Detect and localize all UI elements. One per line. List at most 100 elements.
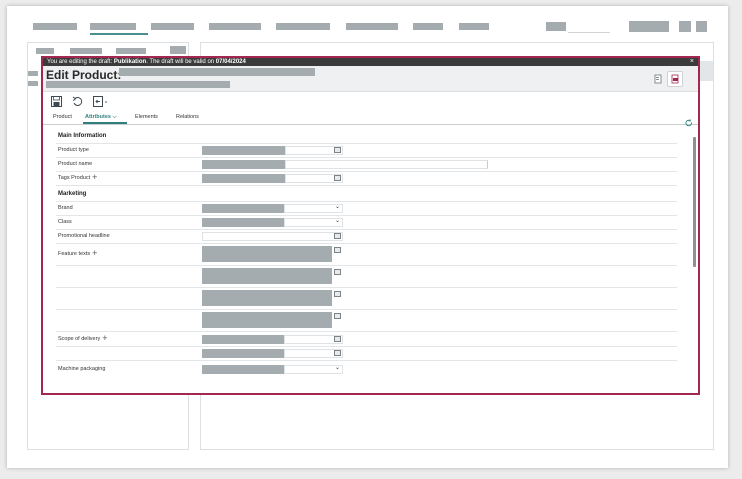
edit-icon[interactable] — [334, 269, 341, 275]
edit-icon[interactable] — [334, 291, 341, 297]
left-tab[interactable] — [116, 48, 146, 54]
tab-attributes-label: Attributes — [85, 114, 111, 120]
draft-banner-middle: . The draft will be valid on — [146, 59, 215, 65]
nav-active-underline — [90, 33, 148, 35]
nav-item[interactable] — [209, 23, 261, 30]
nav-item[interactable] — [33, 23, 77, 30]
machine-packaging-select-rest[interactable] — [284, 365, 343, 374]
scope-of-delivery-field-2[interactable] — [202, 349, 284, 358]
row-divider — [56, 243, 677, 244]
pdf-icon[interactable] — [667, 71, 683, 87]
class-select-rest[interactable] — [284, 218, 343, 227]
undo-icon[interactable] — [71, 95, 84, 108]
chevron-down-icon[interactable]: ⌄ — [335, 365, 341, 371]
scope-of-delivery-field-1-rest[interactable] — [284, 335, 343, 344]
draft-banner-prefix: You are editing the draft: — [47, 59, 113, 65]
nav-icon-button[interactable] — [696, 21, 707, 32]
left-tab[interactable] — [70, 48, 102, 54]
row-divider — [56, 171, 677, 172]
scope-of-delivery-field-1[interactable] — [202, 335, 284, 344]
brand-select-rest[interactable] — [284, 204, 343, 213]
product-subtitle — [46, 81, 230, 88]
tags-product-field[interactable] — [202, 174, 285, 183]
scope-of-delivery-text: Scope of delivery — [58, 336, 101, 342]
label-tags-product: Tags Product + — [58, 172, 98, 183]
edit-icon[interactable] — [334, 175, 341, 181]
feature-text-field-4[interactable] — [202, 312, 332, 328]
label-brand: Brand — [58, 205, 73, 211]
chevron-down-icon[interactable]: ⌄ — [335, 218, 341, 224]
row-divider — [56, 265, 677, 266]
feature-text-field-1[interactable] — [202, 246, 332, 262]
scrollbar[interactable] — [693, 137, 696, 267]
edit-icon[interactable] — [334, 313, 341, 319]
nav-search-field[interactable] — [568, 32, 610, 33]
tab-relations[interactable]: Relations — [176, 114, 199, 120]
label-product-type: Product type — [58, 147, 89, 153]
add-icon[interactable]: + — [102, 333, 108, 344]
edit-icon[interactable] — [334, 350, 341, 356]
row-divider — [56, 157, 677, 158]
nav-item[interactable] — [276, 23, 330, 30]
draft-banner: You are editing the draft: Publikation. … — [43, 58, 698, 66]
add-icon[interactable]: + — [92, 172, 98, 183]
edit-icon[interactable] — [334, 233, 341, 239]
product-name-field[interactable] — [202, 160, 285, 169]
nav-item[interactable] — [459, 23, 489, 30]
draft-name: Publikation — [113, 59, 147, 65]
document-icon[interactable] — [650, 71, 666, 87]
product-type-field-rest[interactable] — [285, 146, 343, 155]
label-scope-of-delivery: Scope of delivery + — [58, 333, 108, 344]
save-icon[interactable] — [50, 95, 63, 108]
row-divider — [56, 215, 677, 216]
left-tab-button[interactable] — [170, 46, 186, 54]
class-select[interactable] — [202, 218, 284, 227]
dialog-toolbar — [43, 92, 698, 112]
left-tab[interactable] — [36, 48, 54, 54]
tab-attributes[interactable]: Attributes ⌵ — [85, 114, 117, 121]
chevron-down-icon: ⌵ — [112, 114, 117, 120]
promotional-headline-field[interactable] — [202, 232, 343, 241]
refresh-icon[interactable] — [685, 114, 693, 132]
nav-item[interactable] — [413, 23, 443, 30]
close-icon[interactable]: × — [689, 58, 694, 65]
app-frame: You are editing the draft: Publikation. … — [7, 6, 728, 468]
product-name-title — [119, 68, 315, 76]
label-class: Class — [58, 219, 72, 225]
machine-packaging-select[interactable] — [202, 365, 284, 374]
top-navigation — [7, 6, 728, 42]
tags-product-field-rest[interactable] — [285, 174, 343, 183]
label-promotional-headline: Promotional headline — [58, 233, 110, 239]
edit-icon[interactable] — [334, 147, 341, 153]
tab-product[interactable]: Product — [53, 114, 72, 120]
feature-texts-text: Feature texts — [58, 251, 91, 257]
product-name-field-rest[interactable] — [285, 160, 488, 169]
draft-valid-date: 07/04/2024 — [215, 59, 246, 65]
feature-text-field-3[interactable] — [202, 290, 332, 306]
edit-icon[interactable] — [334, 336, 341, 342]
nav-item-active[interactable] — [90, 23, 136, 30]
export-icon[interactable] — [92, 95, 110, 108]
chevron-down-icon[interactable]: ⌄ — [335, 204, 341, 210]
nav-user-button[interactable] — [629, 21, 669, 32]
left-row — [28, 81, 38, 86]
section-marketing: Marketing — [58, 191, 87, 197]
left-row — [28, 71, 38, 76]
product-type-field[interactable] — [202, 146, 285, 155]
feature-text-field-2[interactable] — [202, 268, 332, 284]
tab-elements[interactable]: Elements — [135, 114, 158, 120]
nav-icon-button[interactable] — [679, 21, 691, 32]
label-product-name: Product name — [58, 161, 93, 167]
row-divider — [56, 143, 677, 144]
brand-select[interactable] — [202, 204, 284, 213]
nav-item[interactable] — [151, 23, 194, 30]
nav-search-button[interactable] — [546, 22, 566, 31]
add-icon[interactable]: + — [92, 248, 98, 259]
edit-icon[interactable] — [334, 247, 341, 253]
row-divider — [56, 287, 677, 288]
main-panel-header — [699, 61, 713, 81]
edit-product-dialog: You are editing the draft: Publikation. … — [41, 56, 700, 395]
row-divider — [56, 360, 677, 361]
scope-of-delivery-field-2-rest[interactable] — [284, 349, 343, 358]
nav-item[interactable] — [346, 23, 398, 30]
